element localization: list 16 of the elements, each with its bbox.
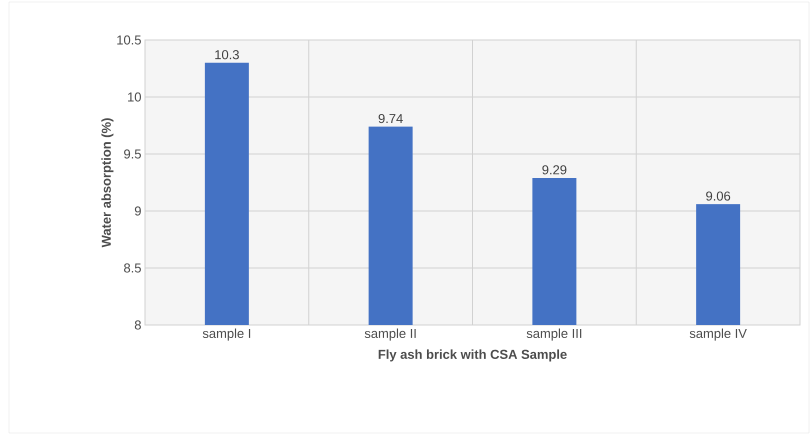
data-label: 9.74 — [378, 114, 403, 124]
y-tick-label: 9.5 — [124, 149, 141, 159]
x-tick-label: sample III — [526, 328, 582, 341]
data-label: 9.06 — [706, 191, 730, 201]
x-axis-title: Fly ash brick with CSA Sample — [378, 349, 567, 362]
x-tick-label: sample II — [364, 328, 416, 341]
data-label: 10.3 — [215, 50, 239, 60]
y-axis-title: Water absorption (%) — [101, 118, 114, 248]
y-tick-label: 8.5 — [124, 263, 141, 273]
x-tick-label: sample I — [202, 328, 250, 341]
x-tick-label: sample IV — [690, 328, 747, 341]
y-tick-label: 10 — [128, 92, 141, 102]
y-tick-label: 8 — [134, 320, 141, 330]
y-tick-label: 9 — [134, 206, 141, 216]
data-label: 9.29 — [542, 165, 566, 174]
y-tick-label: 10.5 — [117, 35, 141, 45]
